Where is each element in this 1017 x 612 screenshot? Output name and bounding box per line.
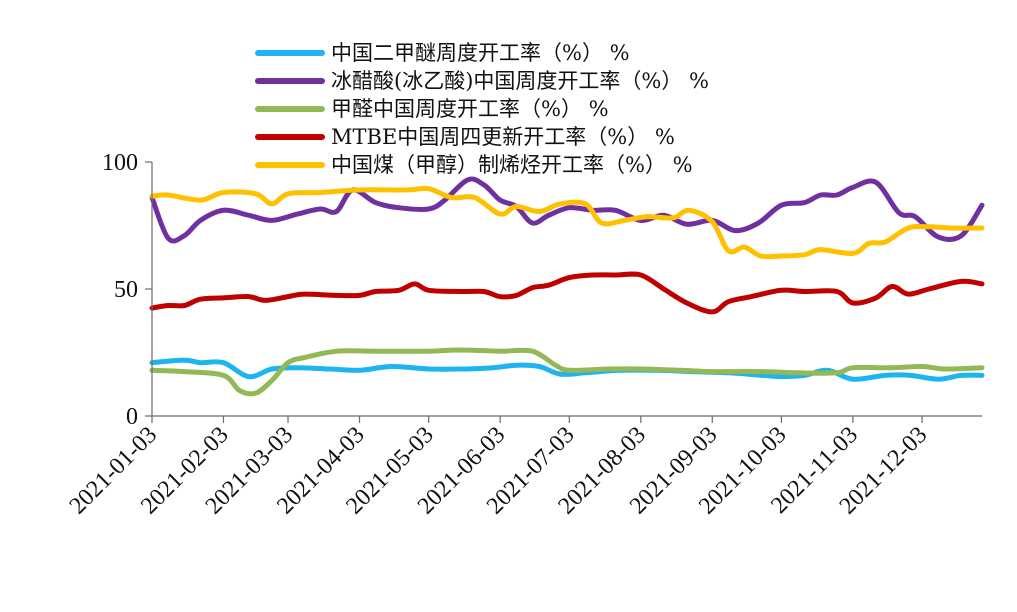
y-tick-label: 50	[114, 277, 138, 303]
series-line-2	[149, 176, 985, 244]
y-axis-ticks: 0 50 100	[102, 150, 152, 430]
series-line-3	[149, 347, 985, 397]
x-axis-ticks: 2021-01-032021-02-032021-03-032021-04-03…	[65, 416, 932, 519]
legend: 中国二甲醚周度开工率（%） % 冰醋酸(冰乙酸)中国周度开工率（%） % 甲醛中国周…	[255, 41, 709, 177]
y-tick-label: 0	[126, 404, 138, 430]
legend-label-4: MTBE中国周四更新开工率（%） %	[331, 125, 675, 149]
series-line-1	[149, 357, 985, 382]
plot-area: 0 50 100 2021-01-032021-02-032021-03-03202…	[65, 150, 985, 519]
legend-label-2: 冰醋酸(冰乙酸)中国周度开工率（%） %	[331, 69, 709, 93]
series-line-4	[149, 271, 985, 315]
y-tick-label: 100	[102, 150, 138, 176]
legend-label-1: 中国二甲醚周度开工率（%） %	[331, 41, 630, 65]
series-layer	[149, 176, 985, 397]
legend-label-3: 甲醛中国周度开工率（%） %	[331, 97, 609, 121]
legend-label-5: 中国煤（甲醇）制烯烃开工率（%） %	[331, 153, 693, 177]
series-line-5	[149, 185, 985, 260]
